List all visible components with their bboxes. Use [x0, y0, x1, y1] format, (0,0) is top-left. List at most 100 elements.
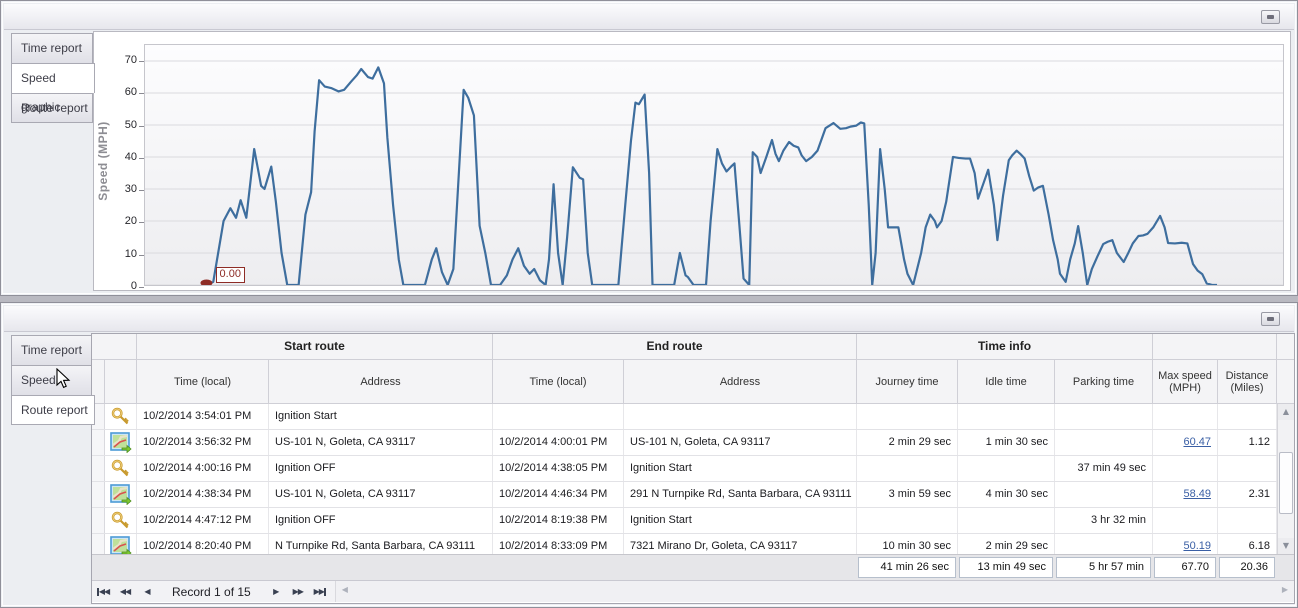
chart-plot-area[interactable]: 0.00 0 10 20 30 40 50 60 70	[125, 44, 1284, 292]
cell-start-address: Ignition Start	[269, 404, 493, 429]
column-header-start-address[interactable]: Address	[269, 360, 493, 403]
tab-route-report[interactable]: Route report	[11, 93, 93, 123]
route-map-icon	[109, 536, 132, 554]
route-map-icon	[109, 432, 132, 453]
column-header-distance[interactable]: Distance (Miles)	[1218, 360, 1277, 403]
table-row[interactable]: 10/2/2014 3:54:01 PM Ignition Start	[92, 404, 1294, 430]
cell-distance	[1218, 456, 1277, 481]
table-row[interactable]: 10/2/2014 3:56:32 PM US-101 N, Goleta, CA…	[92, 430, 1294, 456]
column-header-start-time[interactable]: Time (local)	[137, 360, 269, 403]
group-header-start-route[interactable]: Start route	[137, 334, 493, 359]
cell-end-address	[624, 404, 857, 429]
previous-record-button[interactable]: ◀	[144, 587, 150, 596]
row-indicator	[92, 508, 105, 533]
last-record-button[interactable]: ▶▶	[313, 587, 326, 596]
scrollbar-thumb[interactable]	[1279, 452, 1293, 514]
cell-start-time: 10/2/2014 4:47:12 PM	[137, 508, 269, 533]
vertical-scrollbar[interactable]: ▲ ▼	[1277, 404, 1294, 554]
scroll-up-icon[interactable]: ▲	[1278, 404, 1294, 420]
summary-parking: 5 hr 57 min	[1056, 557, 1151, 578]
tab-speed-graphic[interactable]: Speed graphic	[11, 365, 93, 416]
cell-max-speed	[1153, 456, 1218, 481]
cell-start-time: 10/2/2014 3:56:32 PM	[137, 430, 269, 455]
horizontal-scrollbar[interactable]: ◀ ▶	[334, 581, 1294, 602]
scroll-down-icon[interactable]: ▼	[1278, 538, 1294, 554]
cell-start-time: 10/2/2014 3:54:01 PM	[137, 404, 269, 429]
tab-time-report[interactable]: Time report	[11, 335, 93, 365]
first-record-button[interactable]: ◀◀	[96, 587, 110, 596]
cell-start-address: US-101 N, Goleta, CA 93117	[269, 430, 493, 455]
start-point-marker	[200, 279, 213, 285]
speed-line	[206, 66, 1218, 285]
cell-end-address: Ignition Start	[624, 508, 857, 533]
panel-caption-bar	[4, 4, 1294, 30]
next-record-button[interactable]: ▶	[273, 587, 279, 596]
max-speed-link[interactable]: 58.49	[1183, 488, 1211, 500]
cell-end-address: 291 N Turnpike Rd, Santa Barbara, CA 931…	[624, 482, 857, 507]
table-row[interactable]: 10/2/2014 4:38:34 PM US-101 N, Goleta, CA…	[92, 482, 1294, 508]
y-axis-tick-label: 50	[107, 119, 144, 131]
max-speed-link[interactable]: 60.47	[1183, 436, 1211, 448]
group-header-time-info[interactable]: Time info	[857, 334, 1153, 359]
next-page-button[interactable]: ▶▶	[292, 587, 304, 596]
table-row[interactable]: 10/2/2014 4:47:12 PM Ignition OFF 10/2/201…	[92, 508, 1294, 534]
column-header-end-time[interactable]: Time (local)	[493, 360, 624, 403]
cell-parking: 3 hr 32 min	[1055, 508, 1153, 533]
column-header-journey[interactable]: Journey time	[857, 360, 958, 403]
cell-idle: 4 min 30 sec	[958, 482, 1055, 507]
cell-end-time: 10/2/2014 8:19:38 PM	[493, 508, 624, 533]
scroll-right-icon[interactable]: ▶	[1281, 585, 1288, 594]
cell-journey: 2 min 29 sec	[857, 430, 958, 455]
group-header-blank	[1153, 334, 1277, 359]
cell-max-speed	[1153, 508, 1218, 533]
summary-max-speed: 67.70	[1154, 557, 1216, 578]
event-icon-cell	[105, 534, 137, 554]
max-speed-link[interactable]: 50.19	[1183, 540, 1211, 552]
grid-summary-row: 41 min 26 sec 13 min 49 sec 5 hr 57 min 67.…	[92, 554, 1294, 580]
table-row[interactable]: 10/2/2014 8:20:40 PM N Turnpike Rd, Santa…	[92, 534, 1294, 554]
cell-start-address: US-101 N, Goleta, CA 93117	[269, 482, 493, 507]
speed-annotation-label: 0.00	[215, 267, 245, 283]
column-header-idle[interactable]: Idle time	[958, 360, 1055, 403]
row-indicator	[92, 404, 105, 429]
row-indicator	[92, 482, 105, 507]
cell-max-speed: 58.49	[1153, 482, 1218, 507]
cell-distance: 1.12	[1218, 430, 1277, 455]
cell-idle: 1 min 30 sec	[958, 430, 1055, 455]
maximize-icon[interactable]	[1261, 10, 1280, 24]
cell-start-address: Ignition OFF	[269, 456, 493, 481]
cell-distance: 2.31	[1218, 482, 1277, 507]
tab-speed-graphic[interactable]: Speed graphic	[11, 63, 95, 114]
cell-end-time: 10/2/2014 4:46:34 PM	[493, 482, 624, 507]
cell-end-time: 10/2/2014 8:33:09 PM	[493, 534, 624, 554]
cell-parking	[1055, 430, 1153, 455]
y-axis-tick-label: 10	[107, 248, 144, 260]
group-header-blank	[92, 334, 137, 359]
previous-page-button[interactable]: ◀◀	[119, 587, 131, 596]
event-icon-cell	[105, 404, 137, 429]
cell-journey: 3 min 59 sec	[857, 482, 958, 507]
group-header-end-route[interactable]: End route	[493, 334, 857, 359]
tab-route-report[interactable]: Route report	[11, 395, 95, 425]
cell-distance	[1218, 508, 1277, 533]
ignition-key-icon	[111, 407, 129, 424]
tab-time-report[interactable]: Time report	[11, 33, 93, 63]
y-axis-tick-label: 40	[107, 151, 144, 163]
column-header-end-address[interactable]: Address	[624, 360, 857, 403]
column-header-max-speed[interactable]: Max speed (MPH)	[1153, 360, 1218, 403]
scroll-left-icon[interactable]: ◀	[341, 585, 348, 594]
summary-idle: 13 min 49 sec	[959, 557, 1053, 578]
event-icon-cell	[105, 456, 137, 481]
table-row[interactable]: 10/2/2014 4:00:16 PM Ignition OFF 10/2/201…	[92, 456, 1294, 482]
maximize-icon[interactable]	[1261, 312, 1280, 326]
speed-chart: Speed (MPH) 0.00 0 10 20 30 40 50 60 70	[93, 31, 1291, 292]
cell-parking	[1055, 404, 1153, 429]
column-header-parking[interactable]: Parking time	[1055, 360, 1153, 403]
cell-parking: 37 min 49 sec	[1055, 456, 1153, 481]
cell-journey	[857, 404, 958, 429]
